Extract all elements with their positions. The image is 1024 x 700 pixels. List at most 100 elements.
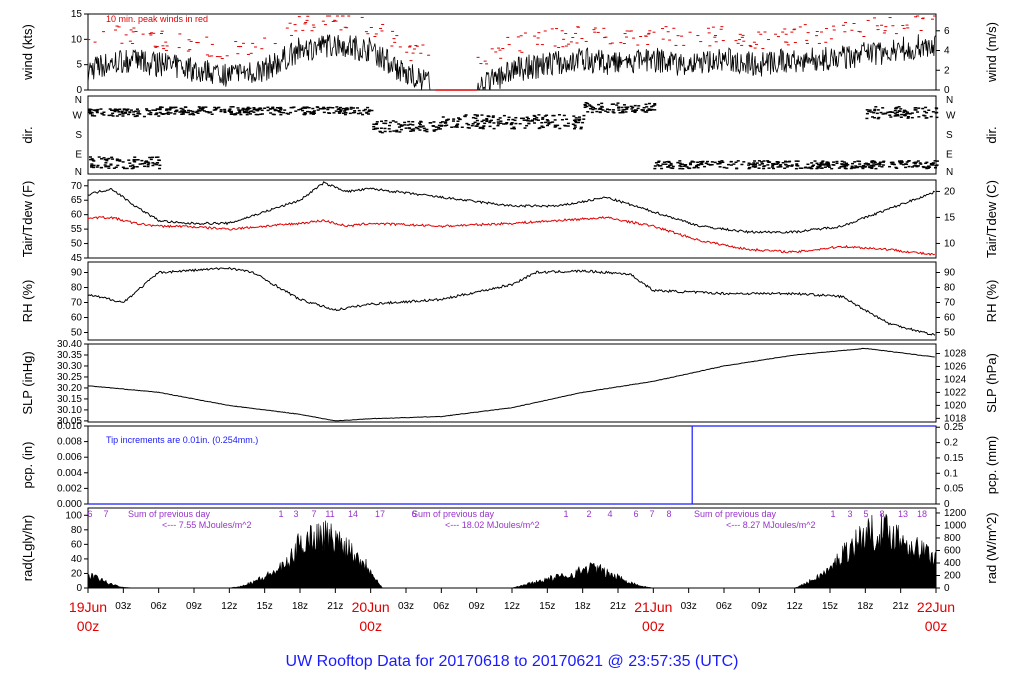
x-tick-label: 09z	[751, 601, 767, 612]
direction-point	[132, 160, 136, 162]
direction-point	[893, 115, 897, 117]
direction-point	[223, 110, 227, 112]
direction-point	[870, 167, 874, 170]
direction-point	[910, 166, 914, 168]
direction-point	[181, 111, 185, 114]
direction-point	[368, 109, 372, 111]
direction-point	[434, 126, 438, 128]
direction-point	[417, 125, 421, 128]
direction-point	[747, 167, 751, 170]
direction-point	[630, 108, 634, 110]
direction-point	[372, 125, 376, 128]
direction-point	[473, 121, 477, 124]
direction-point	[183, 110, 187, 112]
direction-point	[775, 161, 779, 163]
direction-point	[545, 114, 549, 117]
direction-point	[121, 161, 125, 163]
direction-point	[870, 166, 874, 169]
direction-point	[492, 127, 496, 130]
direction-point	[383, 130, 387, 133]
direction-point	[547, 122, 551, 124]
direction-point	[921, 165, 925, 168]
direction-point	[874, 167, 878, 170]
direction-point	[395, 130, 399, 133]
direction-point	[302, 106, 306, 108]
y-tick-label: 0.004	[57, 468, 82, 479]
direction-point	[491, 116, 495, 119]
direction-point	[749, 163, 753, 165]
direction-point	[579, 126, 583, 129]
direction-point	[844, 165, 848, 167]
direction-point	[418, 129, 422, 131]
direction-point	[335, 106, 339, 108]
direction-point	[464, 114, 468, 116]
y-tick-label-right: 1026	[944, 361, 967, 372]
direction-points	[88, 102, 939, 170]
direction-point	[311, 113, 315, 115]
direction-point	[917, 107, 921, 109]
peak-wind-marks	[87, 15, 937, 65]
direction-point	[245, 107, 249, 110]
left-axis-label: RH (%)	[20, 280, 35, 323]
direction-point	[318, 108, 322, 110]
direction-point	[735, 167, 739, 170]
direction-point	[115, 158, 119, 160]
direction-point	[866, 164, 870, 166]
direction-point	[917, 116, 921, 118]
direction-point	[573, 126, 577, 128]
direction-point	[185, 111, 189, 114]
direction-point	[877, 165, 881, 167]
direction-point	[180, 110, 184, 112]
direction-point	[893, 109, 897, 112]
direction-point	[499, 120, 503, 122]
direction-point	[260, 109, 264, 112]
direction-point	[772, 162, 776, 165]
direction-point	[790, 164, 794, 166]
direction-point	[621, 109, 625, 111]
direction-point	[232, 113, 236, 115]
direction-point	[851, 162, 855, 165]
direction-point	[514, 116, 518, 119]
direction-point	[929, 115, 933, 118]
direction-point	[684, 164, 688, 166]
direction-point	[410, 128, 414, 131]
direction-point	[821, 160, 825, 162]
direction-point	[133, 115, 137, 118]
direction-point	[695, 164, 699, 167]
x-tick-label: 06z	[716, 601, 732, 612]
direction-point	[611, 109, 615, 111]
direction-point	[120, 110, 124, 113]
direction-point	[624, 111, 628, 113]
y-tick-label: N	[75, 95, 82, 106]
direction-point	[553, 119, 557, 121]
direction-point	[891, 111, 895, 113]
direction-point	[409, 130, 413, 132]
direction-point	[819, 163, 823, 165]
direction-point	[921, 107, 925, 110]
direction-point	[637, 105, 641, 107]
direction-point	[825, 162, 829, 165]
direction-point	[871, 116, 875, 118]
direction-point	[753, 163, 757, 166]
direction-point	[813, 160, 817, 162]
direction-point	[242, 111, 246, 114]
direction-point	[657, 165, 661, 167]
direction-point	[356, 112, 360, 115]
direction-point	[800, 167, 804, 169]
direction-point	[589, 105, 593, 107]
direction-point	[601, 109, 605, 111]
direction-point	[125, 167, 129, 170]
direction-point	[796, 165, 800, 167]
direction-point	[502, 114, 506, 117]
direction-point	[872, 111, 876, 114]
series-line-wind-speed	[87, 34, 936, 91]
direction-point	[112, 109, 116, 112]
direction-point	[522, 119, 526, 121]
direction-point	[128, 165, 132, 167]
direction-point	[899, 163, 903, 165]
direction-point	[540, 121, 544, 124]
direction-point	[181, 108, 185, 110]
direction-point	[104, 165, 108, 168]
direction-point	[582, 114, 586, 117]
direction-point	[411, 124, 415, 126]
